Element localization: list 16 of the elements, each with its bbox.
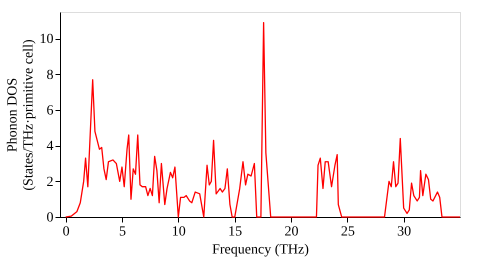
y-tick-label: 0 [46,210,54,226]
x-axis-title: Frequency (THz) [212,242,310,258]
x-tick-label: 5 [118,224,126,240]
x-tick-label: 10 [172,224,186,240]
y-axis-title: Phonon DOS (States/THz·primitive cell) [6,39,36,191]
x-tick-label: 25 [340,224,355,240]
line-series [64,22,461,218]
x-tick-label: 15 [228,224,242,240]
y-tick-label: 4 [46,139,54,154]
y-tick-label: 2 [46,174,54,190]
y-tick-label: 8 [46,68,54,83]
x-tick-label: 0 [62,224,70,240]
y-tick-label: 10 [40,32,54,48]
x-tick-label: 30 [397,224,412,240]
x-tick-label: 20 [284,224,298,240]
y-tick-label: 6 [46,104,54,119]
